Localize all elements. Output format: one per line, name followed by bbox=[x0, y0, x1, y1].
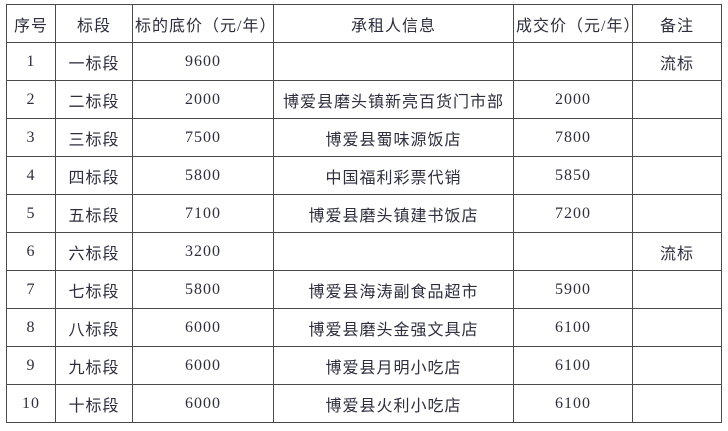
cell-section: 八标段 bbox=[55, 308, 133, 347]
table-header-row: 序号 标段 标的底价（元/年） 承租人信息 成交价（元/年） 备注 bbox=[6, 4, 722, 43]
cell-base-price: 7500 bbox=[132, 118, 274, 157]
cell-seq: 5 bbox=[6, 194, 56, 233]
cell-base-price: 9600 bbox=[132, 42, 274, 81]
table-row: 8 八标段 6000 博爱县磨头金强文具店 6100 bbox=[6, 308, 722, 347]
cell-base-price: 6000 bbox=[132, 346, 274, 385]
cell-tenant: 博爱县磨头镇建书饭店 bbox=[273, 194, 514, 233]
cell-section: 二标段 bbox=[55, 80, 133, 119]
cell-remark bbox=[632, 308, 722, 347]
cell-base-price: 6000 bbox=[132, 384, 274, 423]
cell-section: 四标段 bbox=[55, 156, 133, 195]
col-header-tenant: 承租人信息 bbox=[273, 4, 514, 43]
cell-remark: 流标 bbox=[632, 232, 722, 271]
cell-section: 六标段 bbox=[55, 232, 133, 271]
cell-deal-price: 5850 bbox=[513, 156, 633, 195]
cell-base-price: 5800 bbox=[132, 270, 274, 309]
cell-section: 五标段 bbox=[55, 194, 133, 233]
cell-section: 七标段 bbox=[55, 270, 133, 309]
col-header-base-price: 标的底价（元/年） bbox=[132, 4, 274, 43]
cell-deal-price: 5900 bbox=[513, 270, 633, 309]
cell-base-price: 2000 bbox=[132, 80, 274, 119]
cell-seq: 9 bbox=[6, 346, 56, 385]
cell-base-price: 7100 bbox=[132, 194, 274, 233]
cell-tenant: 中国福利彩票代销 bbox=[273, 156, 514, 195]
cell-base-price: 3200 bbox=[132, 232, 274, 271]
cell-deal-price: 7800 bbox=[513, 118, 633, 157]
cell-tenant bbox=[273, 42, 514, 81]
cell-section: 十标段 bbox=[55, 384, 133, 423]
cell-seq: 2 bbox=[6, 80, 56, 119]
cell-deal-price bbox=[513, 42, 633, 81]
cell-seq: 3 bbox=[6, 118, 56, 157]
col-header-seq: 序号 bbox=[6, 4, 56, 43]
col-header-deal-price: 成交价（元/年） bbox=[513, 4, 633, 43]
cell-seq: 10 bbox=[6, 384, 56, 423]
cell-seq: 1 bbox=[6, 42, 56, 81]
col-header-section: 标段 bbox=[55, 4, 133, 43]
cell-tenant: 博爱县月明小吃店 bbox=[273, 346, 514, 385]
table-row: 9 九标段 6000 博爱县月明小吃店 6100 bbox=[6, 346, 722, 385]
cell-remark bbox=[632, 384, 722, 423]
cell-section: 九标段 bbox=[55, 346, 133, 385]
cell-tenant: 博爱县火利小吃店 bbox=[273, 384, 514, 423]
table-row: 1 一标段 9600 流标 bbox=[6, 42, 722, 81]
table-row: 4 四标段 5800 中国福利彩票代销 5850 bbox=[6, 156, 722, 195]
cell-tenant: 博爱县磨头镇新亮百货门市部 bbox=[273, 80, 514, 119]
cell-remark bbox=[632, 156, 722, 195]
cell-seq: 8 bbox=[6, 308, 56, 347]
cell-tenant: 博爱县蜀味源饭店 bbox=[273, 118, 514, 157]
cell-deal-price: 6100 bbox=[513, 308, 633, 347]
cell-deal-price: 7200 bbox=[513, 194, 633, 233]
cell-remark bbox=[632, 118, 722, 157]
cell-remark bbox=[632, 346, 722, 385]
cell-remark bbox=[632, 270, 722, 309]
cell-remark bbox=[632, 194, 722, 233]
cell-deal-price bbox=[513, 232, 633, 271]
cell-tenant: 博爱县磨头金强文具店 bbox=[273, 308, 514, 347]
table-row: 2 二标段 2000 博爱县磨头镇新亮百货门市部 2000 bbox=[6, 80, 722, 119]
cell-section: 一标段 bbox=[55, 42, 133, 81]
table-row: 10 十标段 6000 博爱县火利小吃店 6100 bbox=[6, 384, 722, 423]
cell-section: 三标段 bbox=[55, 118, 133, 157]
cell-deal-price: 6100 bbox=[513, 384, 633, 423]
cell-remark bbox=[632, 80, 722, 119]
cell-deal-price: 2000 bbox=[513, 80, 633, 119]
cell-remark: 流标 bbox=[632, 42, 722, 81]
cell-deal-price: 6100 bbox=[513, 346, 633, 385]
cell-seq: 7 bbox=[6, 270, 56, 309]
table-row: 5 五标段 7100 博爱县磨头镇建书饭店 7200 bbox=[6, 194, 722, 233]
cell-seq: 6 bbox=[6, 232, 56, 271]
cell-base-price: 6000 bbox=[132, 308, 274, 347]
cell-tenant bbox=[273, 232, 514, 271]
bid-results-table: 序号 标段 标的底价（元/年） 承租人信息 成交价（元/年） 备注 1 一标段 … bbox=[6, 4, 722, 423]
col-header-remark: 备注 bbox=[632, 4, 722, 43]
cell-tenant: 博爱县海涛副食品超市 bbox=[273, 270, 514, 309]
cell-seq: 4 bbox=[6, 156, 56, 195]
table-row: 3 三标段 7500 博爱县蜀味源饭店 7800 bbox=[6, 118, 722, 157]
table-row: 7 七标段 5800 博爱县海涛副食品超市 5900 bbox=[6, 270, 722, 309]
table-row: 6 六标段 3200 流标 bbox=[6, 232, 722, 271]
cell-base-price: 5800 bbox=[132, 156, 274, 195]
